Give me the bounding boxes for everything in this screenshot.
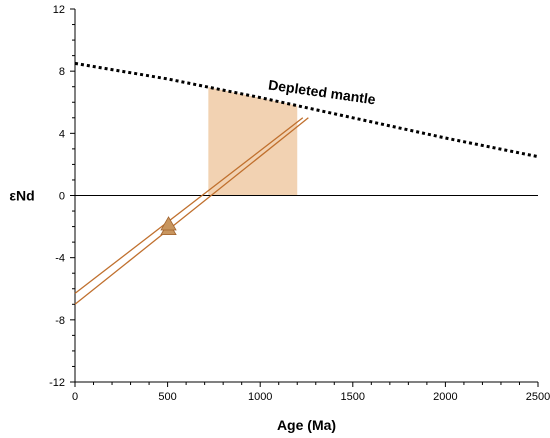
y-axis-title: εNd [9,188,34,204]
x-tick-label: 500 [158,391,176,403]
model-age-band [208,87,298,196]
sample-markers-layer [160,216,177,236]
y-tick-label: -12 [49,377,65,389]
evolution-line [74,117,304,294]
evolution-line [74,117,309,305]
band-layer [208,87,298,196]
x-tick-label: 1000 [248,391,272,403]
axes-layer [70,8,539,387]
x-tick-label: 0 [72,391,78,403]
sample-triangle [160,216,177,231]
depleted-mantle-layer [74,61,539,159]
y-tick-label: 4 [59,128,65,140]
x-tick-label: 1500 [341,391,365,403]
y-tick-label: -4 [55,253,65,265]
x-tick-label: 2000 [433,391,457,403]
x-tick-label: 2500 [526,391,550,403]
y-tick-label: 12 [53,4,65,16]
y-tick-label: -8 [55,315,65,327]
evolution-lines-layer [74,117,309,305]
y-tick-label: 0 [59,191,65,203]
depleted-mantle-curve [74,61,539,159]
y-tick-label: 8 [59,66,65,78]
x-axis-title: Age (Ma) [277,417,336,433]
